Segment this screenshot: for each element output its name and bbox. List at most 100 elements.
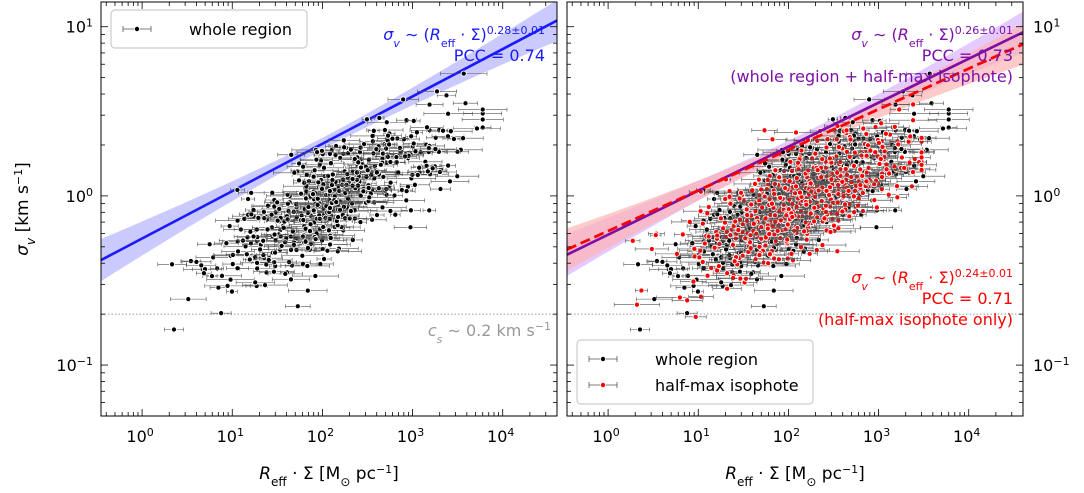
- point-marker: [299, 252, 306, 259]
- data-point: [351, 164, 371, 171]
- data-point: [233, 233, 274, 240]
- point-marker: [296, 160, 303, 167]
- point-marker: [276, 205, 283, 213]
- point-marker: [460, 135, 467, 142]
- point-marker: [445, 110, 452, 117]
- point-marker: [252, 279, 259, 286]
- point-marker: [291, 169, 298, 176]
- point-marker: [313, 156, 320, 163]
- data-point: [452, 100, 479, 107]
- data-point: [675, 284, 694, 291]
- point-marker: [312, 272, 319, 280]
- point-marker: [437, 185, 444, 193]
- point-marker: [479, 116, 486, 123]
- point-marker: [245, 195, 252, 203]
- data-point: [924, 106, 974, 113]
- data-point: [157, 261, 187, 268]
- data-point: [334, 144, 354, 151]
- data-point: [368, 127, 380, 134]
- legend: [110, 9, 308, 49]
- point-marker: [271, 231, 278, 238]
- point-marker: [407, 224, 414, 231]
- point-marker: [312, 236, 319, 243]
- data-point: [440, 162, 456, 169]
- data-point: [363, 161, 398, 168]
- point-marker: [380, 173, 387, 180]
- legend-label: whole region: [189, 20, 292, 39]
- point-marker: [869, 188, 876, 195]
- point-marker: [288, 151, 295, 158]
- point-marker: [333, 199, 340, 206]
- data-point: [663, 241, 689, 248]
- point-marker: [198, 262, 205, 269]
- point-marker: [945, 106, 952, 113]
- data-point: [430, 178, 470, 185]
- data-point: [408, 168, 448, 175]
- point-marker: [264, 202, 271, 209]
- legend-marker: [133, 25, 140, 32]
- data-point: [863, 188, 882, 195]
- point-marker: [349, 175, 356, 183]
- data-point: [369, 211, 385, 219]
- point-marker: [426, 207, 433, 214]
- data-point: [415, 101, 444, 108]
- data-point: [264, 242, 300, 249]
- point-marker: [939, 125, 947, 132]
- data-point: [242, 256, 257, 263]
- data-point: [410, 124, 444, 131]
- data-point: [308, 234, 353, 241]
- data-point: [348, 184, 389, 192]
- point-marker: [248, 211, 255, 218]
- point-marker: [365, 184, 372, 192]
- sound-speed-label: cs ∼ 0.2 km s−1: [428, 320, 551, 346]
- point-marker: [304, 209, 311, 216]
- data-point: [393, 153, 417, 160]
- point-marker: [254, 265, 261, 272]
- point-marker: [302, 195, 310, 202]
- data-point: [361, 116, 372, 123]
- data-point: [458, 106, 508, 113]
- data-point: [750, 262, 796, 270]
- data-point: [299, 156, 333, 163]
- point-marker: [327, 234, 334, 241]
- point-marker: [479, 106, 486, 113]
- point-marker: [377, 161, 384, 168]
- point-marker: [760, 303, 767, 310]
- point-marker: [376, 114, 383, 122]
- point-marker: [321, 255, 328, 263]
- point-marker: [681, 284, 688, 291]
- data-point: [384, 179, 397, 186]
- point-marker: [666, 270, 673, 277]
- point-marker: [369, 132, 376, 139]
- point-marker: [300, 163, 307, 170]
- point-marker: [410, 140, 417, 147]
- data-point: [447, 135, 461, 143]
- data-point: [422, 207, 436, 214]
- data-point: [245, 256, 293, 263]
- point-marker: [709, 251, 716, 258]
- point-marker: [381, 127, 388, 134]
- data-point: [751, 303, 777, 310]
- point-marker: [443, 92, 450, 99]
- point-marker: [334, 248, 341, 255]
- data-point: [420, 162, 433, 169]
- data-point: [309, 241, 351, 248]
- data-point: [237, 189, 265, 196]
- data-point: [901, 173, 946, 180]
- point-marker: [295, 177, 303, 184]
- data-point: [344, 194, 394, 201]
- data-point: [327, 137, 360, 144]
- data-point: [326, 199, 347, 206]
- point-marker: [170, 326, 178, 333]
- data-point: [210, 310, 232, 317]
- point-marker: [447, 128, 454, 135]
- point-marker: [311, 167, 318, 174]
- data-point: [235, 279, 275, 286]
- point-marker: [314, 149, 321, 156]
- point-marker: [433, 88, 441, 95]
- data-point: [238, 237, 288, 244]
- data-point: [290, 244, 326, 251]
- point-marker: [432, 134, 439, 141]
- point-marker: [903, 185, 910, 193]
